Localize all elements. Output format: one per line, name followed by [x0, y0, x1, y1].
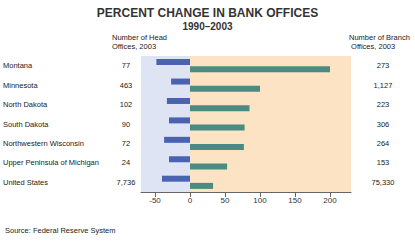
- svg-text:North Dakota: North Dakota: [3, 100, 48, 109]
- svg-text:Montana: Montana: [3, 61, 33, 70]
- svg-text:Offices, 2003: Offices, 2003: [112, 42, 156, 51]
- svg-text:153: 153: [377, 158, 390, 167]
- svg-text:150: 150: [288, 196, 302, 205]
- svg-text:0: 0: [188, 196, 193, 205]
- svg-text:463: 463: [120, 81, 133, 90]
- svg-text:264: 264: [377, 139, 390, 148]
- svg-text:1,127: 1,127: [374, 81, 393, 90]
- svg-text:Northwestern Wisconsin: Northwestern Wisconsin: [3, 139, 84, 148]
- svg-text:Offices, 2003: Offices, 2003: [349, 42, 395, 51]
- svg-text:-50: -50: [149, 196, 161, 205]
- svg-text:223: 223: [377, 100, 390, 109]
- svg-text:United States: United States: [3, 178, 48, 187]
- svg-text:24: 24: [122, 158, 130, 167]
- svg-text:77: 77: [122, 61, 130, 70]
- svg-text:306: 306: [377, 120, 390, 129]
- svg-text:100: 100: [253, 196, 267, 205]
- svg-text:South Dakota: South Dakota: [3, 120, 49, 129]
- svg-text:72: 72: [122, 139, 130, 148]
- svg-text:1990–2003: 1990–2003: [182, 21, 232, 32]
- svg-text:102: 102: [120, 100, 133, 109]
- svg-text:Minnesota: Minnesota: [3, 81, 38, 90]
- svg-text:90: 90: [122, 120, 130, 129]
- svg-text:273: 273: [377, 61, 390, 70]
- svg-text:75,330: 75,330: [372, 178, 395, 187]
- svg-text:PERCENT CHANGE IN BANK OFFICES: PERCENT CHANGE IN BANK OFFICES: [97, 6, 318, 20]
- svg-text:7,736: 7,736: [117, 178, 136, 187]
- svg-text:50: 50: [221, 196, 230, 205]
- svg-text:Upper Peninsula of Michigan: Upper Peninsula of Michigan: [3, 158, 99, 167]
- svg-text:Source: Federal Reserve System: Source: Federal Reserve System: [5, 226, 115, 235]
- svg-text:Number of Branch: Number of Branch: [349, 33, 410, 42]
- svg-text:200: 200: [323, 196, 337, 205]
- svg-text:Number of Head: Number of Head: [112, 33, 169, 42]
